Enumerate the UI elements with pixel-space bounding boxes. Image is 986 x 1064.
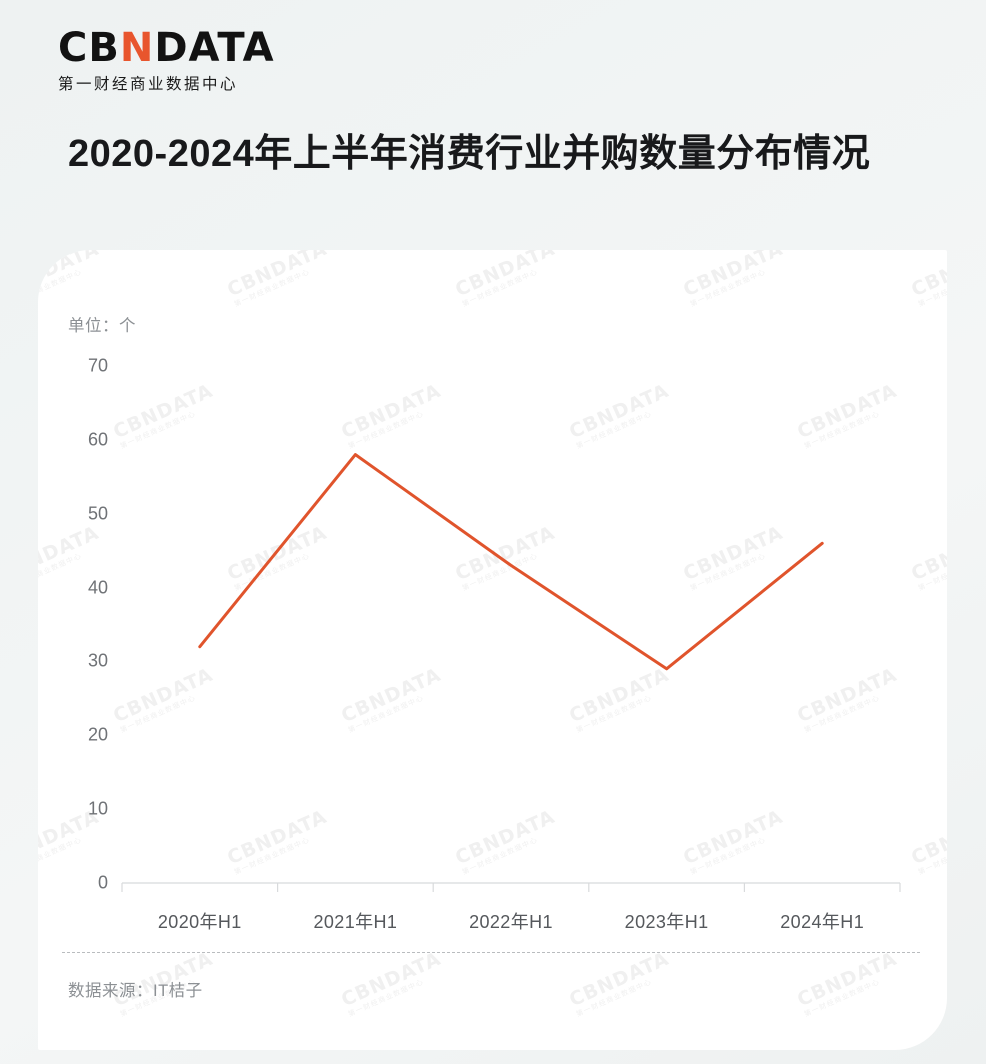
brand-wordmark-part2: DATA [154, 25, 275, 71]
chart-svg [121, 453, 901, 892]
y-axis-tick-label: 0 [97, 872, 108, 893]
page-title: 2020-2024年上半年消费行业并购数量分布情况 [68, 133, 871, 175]
y-axis-tick-label: 20 [87, 724, 108, 745]
footer-divider [62, 952, 920, 953]
x-axis-tick-label: 2024年H1 [780, 912, 865, 932]
brand-wordmark-part1: CB [58, 25, 120, 71]
brand-wordmark-accent: N [119, 25, 155, 71]
y-axis: 0 10 20 30 40 50 60 70 [58, 250, 108, 1050]
data-source-label: 数据来源：IT桔子 [68, 982, 203, 1000]
x-axis-ticks [121, 883, 901, 892]
y-axis-tick-label: 10 [87, 798, 108, 819]
chart-card: CBNDATA 第一财经商业数据中心 CBNDATA 第一财经商业数据中心 CBNDAT… [38, 250, 947, 1050]
brand-subtitle: 第一财经商业数据中心 [58, 76, 239, 93]
line-chart: 0 10 20 30 40 50 60 70 2020年H1 2021年H1 2022年H1 202… [38, 250, 947, 1050]
y-axis-tick-label: 40 [87, 577, 108, 598]
x-axis-tick-label: 2021年H1 [313, 912, 398, 932]
y-axis-tick-label: 60 [87, 429, 108, 450]
y-axis-tick-label: 50 [87, 503, 108, 524]
x-axis-tick-label: 2023年H1 [624, 912, 709, 932]
brand-logo: CBNDATA 第一财经商业数据中心 [58, 28, 478, 93]
data-series-line [198, 453, 824, 671]
unit-label: 单位：个 [68, 317, 136, 335]
brand-wordmark: CBNDATA [58, 28, 478, 68]
x-axis-tick-label: 2022年H1 [469, 912, 553, 932]
y-axis-tick-label: 70 [87, 355, 108, 376]
y-axis-tick-label: 30 [87, 650, 108, 671]
x-axis-tick-label: 2020年H1 [157, 912, 242, 932]
